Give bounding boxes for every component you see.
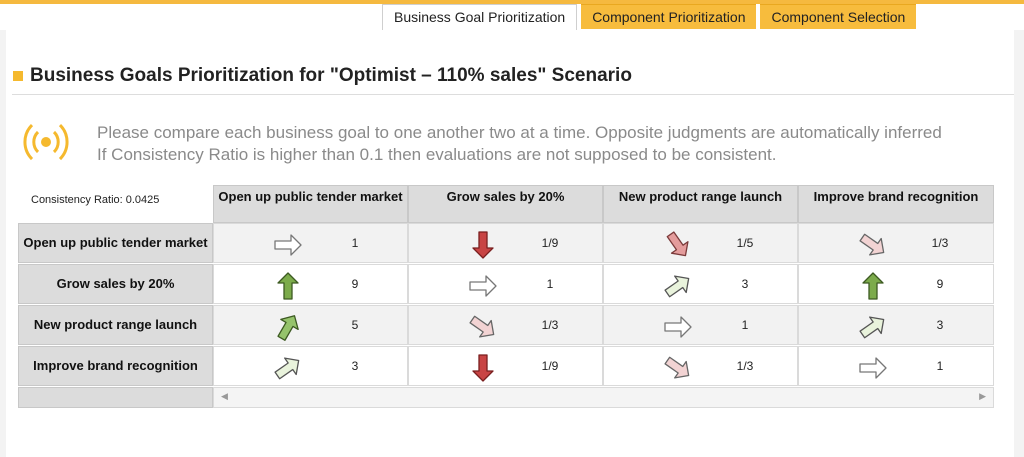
broadcast-info-icon [23,123,69,161]
comparison-cell[interactable]: 1 [603,305,798,345]
left-border [0,30,6,457]
row-header: Open up public tender market [18,223,213,263]
comparison-value: 9 [936,277,944,291]
comparison-cell[interactable]: 1/5 [603,223,798,263]
arrow-up-right-green-icon[interactable] [272,311,304,343]
comparison-cell[interactable]: 3 [603,264,798,304]
title-marker-icon [13,71,23,81]
comparison-value: 1/9 [541,236,559,250]
arrow-down-right-lightpink-icon[interactable] [467,311,499,343]
comparison-value: 1 [546,277,554,291]
comparison-value: 5 [351,318,359,332]
arrow-down-right-lightpink-icon[interactable] [857,229,889,261]
comparison-cell[interactable]: 1 [213,223,408,263]
comparison-cell[interactable]: 1/9 [408,346,603,386]
comparison-grid: Open up public tender market Grow sales … [18,185,994,408]
comparison-value: 1/3 [931,236,949,250]
top-accent-line [0,0,1024,4]
column-header: Improve brand recognition [798,185,994,223]
arrow-right-outline-icon[interactable] [467,270,499,302]
comparison-value: 1/9 [541,359,559,373]
comparison-cell[interactable]: 1 [798,346,994,386]
comparison-value: 1/3 [541,318,559,332]
tab-component-selection[interactable]: Component Selection [760,4,917,29]
instruction-line: Please compare each business goal to one… [97,123,942,142]
row-header: New product range launch [18,305,213,345]
comparison-value: 1 [351,236,359,250]
tab-business-goal-prioritization[interactable]: Business Goal Prioritization [382,4,578,30]
scroll-left-icon[interactable]: ◀ [221,391,228,401]
grid-corner [18,387,213,408]
arrow-down-right-pink-icon[interactable] [662,229,694,261]
comparison-cell[interactable]: 3 [798,305,994,345]
comparison-cell[interactable]: 1/3 [408,305,603,345]
scroll-right-icon[interactable]: ▶ [979,391,986,401]
tab-component-prioritization[interactable]: Component Prioritization [581,4,757,29]
comparison-cell[interactable]: 3 [213,346,408,386]
divider [12,94,1014,95]
comparison-cell[interactable]: 5 [213,305,408,345]
arrow-down-right-lightpink-icon[interactable] [662,352,694,384]
instruction-line: If Consistency Ratio is higher than 0.1 … [97,145,777,164]
comparison-cell[interactable]: 9 [213,264,408,304]
arrow-up-green-icon[interactable] [857,270,889,302]
column-header: Open up public tender market [213,185,408,223]
comparison-cell[interactable]: 1/3 [603,346,798,386]
arrow-up-green-icon[interactable] [272,270,304,302]
comparison-value: 3 [741,277,749,291]
comparison-cell[interactable]: 9 [798,264,994,304]
column-header: New product range launch [603,185,798,223]
top-area [0,4,382,30]
tab-bar: Business Goal Prioritization Component P… [382,4,920,30]
arrow-down-red-icon[interactable] [467,352,499,384]
arrow-right-outline-icon[interactable] [662,311,694,343]
right-border [1014,30,1024,457]
comparison-value: 1 [936,359,944,373]
arrow-up-right-lightgreen-icon[interactable] [272,352,304,384]
arrow-right-outline-icon[interactable] [857,352,889,384]
comparison-value: 1/3 [736,359,754,373]
page-title-text: Business Goals Prioritization for "Optim… [30,65,632,86]
arrow-right-outline-icon[interactable] [272,229,304,261]
horizontal-scrollbar[interactable]: ◀ ▶ [213,387,994,408]
arrow-down-red-icon[interactable] [467,229,499,261]
arrow-up-right-lightgreen-icon[interactable] [857,311,889,343]
comparison-value: 3 [351,359,359,373]
consistency-ratio: Consistency Ratio: 0.0425 [31,194,160,206]
row-header: Improve brand recognition [18,346,213,386]
comparison-value: 1 [741,318,749,332]
comparison-cell[interactable]: 1 [408,264,603,304]
instructions: Please compare each business goal to one… [97,122,1014,166]
arrow-up-right-lightgreen-icon[interactable] [662,270,694,302]
column-header: Grow sales by 20% [408,185,603,223]
comparison-value: 3 [936,318,944,332]
comparison-value: 9 [351,277,359,291]
comparison-value: 1/5 [736,236,754,250]
row-header: Grow sales by 20% [18,264,213,304]
comparison-cell[interactable]: 1/9 [408,223,603,263]
comparison-cell[interactable]: 1/3 [798,223,994,263]
page-title: Business Goals Prioritization for "Optim… [13,65,632,87]
